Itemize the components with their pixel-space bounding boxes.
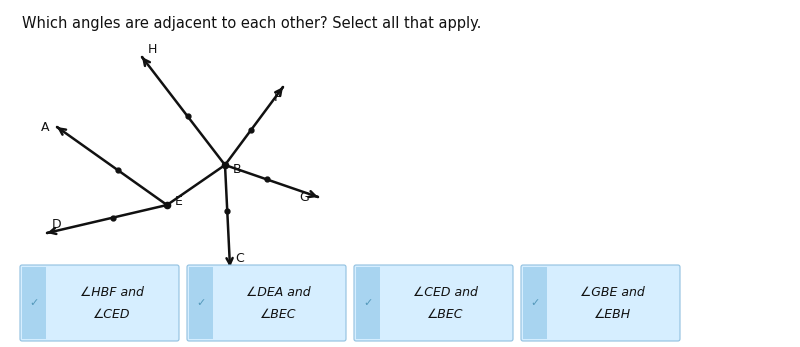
Text: F: F (274, 91, 281, 103)
Bar (22, 267, 46, 339)
Bar (523, 267, 547, 339)
Text: ∠BEC: ∠BEC (260, 307, 297, 321)
Text: H: H (147, 42, 157, 56)
Text: ∠DEA and: ∠DEA and (246, 286, 311, 298)
FancyBboxPatch shape (187, 265, 346, 341)
FancyBboxPatch shape (20, 265, 179, 341)
Text: ✓: ✓ (363, 298, 373, 308)
FancyBboxPatch shape (521, 265, 680, 341)
Text: D: D (52, 219, 62, 231)
Text: ✓: ✓ (530, 298, 540, 308)
Bar (356, 267, 380, 339)
Text: ∠CED: ∠CED (93, 307, 130, 321)
Text: C: C (236, 253, 244, 265)
Text: Which angles are adjacent to each other? Select all that apply.: Which angles are adjacent to each other?… (22, 16, 482, 31)
Text: B: B (233, 162, 242, 176)
Text: ∠BEC: ∠BEC (427, 307, 464, 321)
Text: ✓: ✓ (30, 298, 38, 308)
Text: ∠EBH: ∠EBH (594, 307, 631, 321)
Text: ✓: ✓ (196, 298, 206, 308)
Text: E: E (175, 195, 183, 208)
Text: ∠GBE and: ∠GBE and (580, 286, 645, 298)
Text: ∠CED and: ∠CED and (413, 286, 478, 298)
Text: G: G (299, 191, 309, 203)
Text: ∠HBF and: ∠HBF and (79, 286, 143, 298)
Text: A: A (41, 120, 50, 134)
Bar (189, 267, 213, 339)
FancyBboxPatch shape (354, 265, 513, 341)
